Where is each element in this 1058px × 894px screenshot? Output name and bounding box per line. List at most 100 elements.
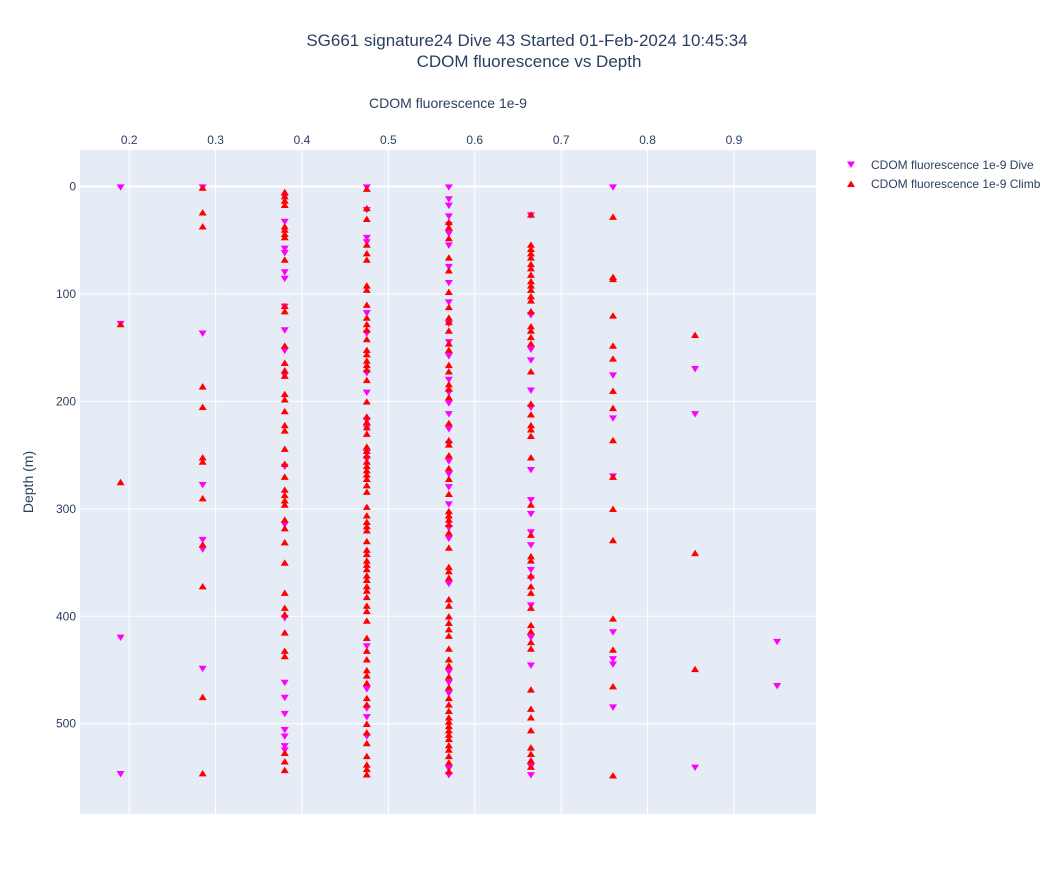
climb-point xyxy=(526,454,535,461)
climb-point xyxy=(280,256,289,263)
x-tick-label: 0.2 xyxy=(121,133,138,147)
y-axis-title: Depth (m) xyxy=(20,451,36,513)
climb-point xyxy=(362,320,371,328)
climb-point xyxy=(362,672,371,679)
dive-point xyxy=(444,535,453,543)
climb-point xyxy=(608,404,617,412)
climb-point xyxy=(608,342,617,349)
dive-point xyxy=(526,357,535,364)
climb-point xyxy=(116,320,125,328)
climb-point xyxy=(526,282,535,289)
climb-point xyxy=(444,267,453,274)
climb-point xyxy=(198,383,207,390)
climb-point xyxy=(362,771,371,778)
climb-point xyxy=(608,682,617,690)
climb-point xyxy=(444,314,453,321)
climb-point xyxy=(362,607,371,615)
climb-point xyxy=(362,451,371,459)
climb-point xyxy=(526,368,535,375)
climb-point xyxy=(280,647,289,654)
climb-point xyxy=(280,188,289,196)
climb-point xyxy=(608,536,617,544)
climb-point xyxy=(362,256,371,263)
climb-point xyxy=(526,411,535,418)
x-tick-label: 0.5 xyxy=(380,133,397,147)
climb-point xyxy=(280,486,289,493)
climb-point xyxy=(362,557,371,564)
climb-point xyxy=(362,350,371,358)
dive-point xyxy=(444,263,453,271)
climb-point xyxy=(444,625,453,633)
dive-point xyxy=(526,662,535,669)
climb-point xyxy=(362,458,371,465)
series-dive xyxy=(116,184,782,779)
climb-point xyxy=(444,516,453,523)
climb-point xyxy=(526,686,535,693)
dive-point xyxy=(691,411,700,418)
y-tick-label: 300 xyxy=(56,502,76,516)
climb-point xyxy=(362,561,371,568)
climb-point xyxy=(362,443,371,450)
legend-item-climb[interactable]: CDOM fluorescence 1e-9 Climb xyxy=(847,177,1041,191)
climb-point xyxy=(444,746,453,753)
dive-point xyxy=(444,213,453,220)
climb-point xyxy=(362,701,371,708)
climb-point xyxy=(444,419,453,427)
climb-point xyxy=(526,211,535,218)
x-tick-label: 0.4 xyxy=(294,133,311,147)
climb-point xyxy=(280,758,289,765)
climb-point xyxy=(280,460,289,467)
climb-point xyxy=(444,574,453,581)
dive-point xyxy=(198,482,207,489)
climb-point xyxy=(526,421,535,429)
series-climb xyxy=(116,184,700,779)
climb-point xyxy=(280,559,289,566)
legend-marker-dive xyxy=(847,161,855,168)
y-tick-label: 500 xyxy=(56,717,76,731)
x-tick-labels: 0.2 0.3 0.4 0.5 0.6 0.7 0.8 0.9 xyxy=(121,133,743,147)
climb-point xyxy=(280,367,289,374)
climb-point xyxy=(526,426,535,433)
climb-point xyxy=(280,766,289,774)
climb-point xyxy=(362,527,371,534)
climb-point xyxy=(280,197,289,204)
climb-point xyxy=(362,204,371,212)
dive-point xyxy=(691,365,700,373)
dive-point xyxy=(444,484,453,491)
climb-point xyxy=(280,226,289,233)
climb-point xyxy=(280,302,289,309)
climb-point xyxy=(362,576,371,583)
climb-point xyxy=(444,436,453,444)
climb-point xyxy=(280,407,289,415)
dive-point xyxy=(444,299,453,306)
climb-point xyxy=(526,271,535,278)
climb-point xyxy=(362,346,371,354)
climb-point xyxy=(444,759,453,766)
climb-point xyxy=(608,312,617,319)
x-tick-label: 0.6 xyxy=(466,133,483,147)
climb-point xyxy=(444,718,453,725)
climb-point xyxy=(280,501,289,508)
dive-point xyxy=(198,546,207,553)
dive-point xyxy=(444,230,453,238)
climb-point xyxy=(444,662,453,669)
dive-point xyxy=(608,372,617,379)
climb-point xyxy=(362,583,371,590)
climb-point xyxy=(362,462,371,470)
climb-point xyxy=(362,447,371,455)
climb-point xyxy=(362,314,371,321)
y-tick-label: 100 xyxy=(56,287,76,301)
climb-point xyxy=(526,744,535,751)
climb-point xyxy=(362,335,371,343)
legend-item-dive[interactable]: CDOM fluorescence 1e-9 Dive xyxy=(847,158,1034,172)
climb-point xyxy=(198,403,207,410)
climb-point xyxy=(444,595,453,603)
climb-point xyxy=(526,501,535,508)
climb-point xyxy=(444,563,453,571)
dive-point xyxy=(444,679,453,687)
climb-point xyxy=(362,475,371,482)
climb-point xyxy=(280,445,289,452)
dive-point xyxy=(526,387,535,394)
climb-point xyxy=(280,427,289,434)
